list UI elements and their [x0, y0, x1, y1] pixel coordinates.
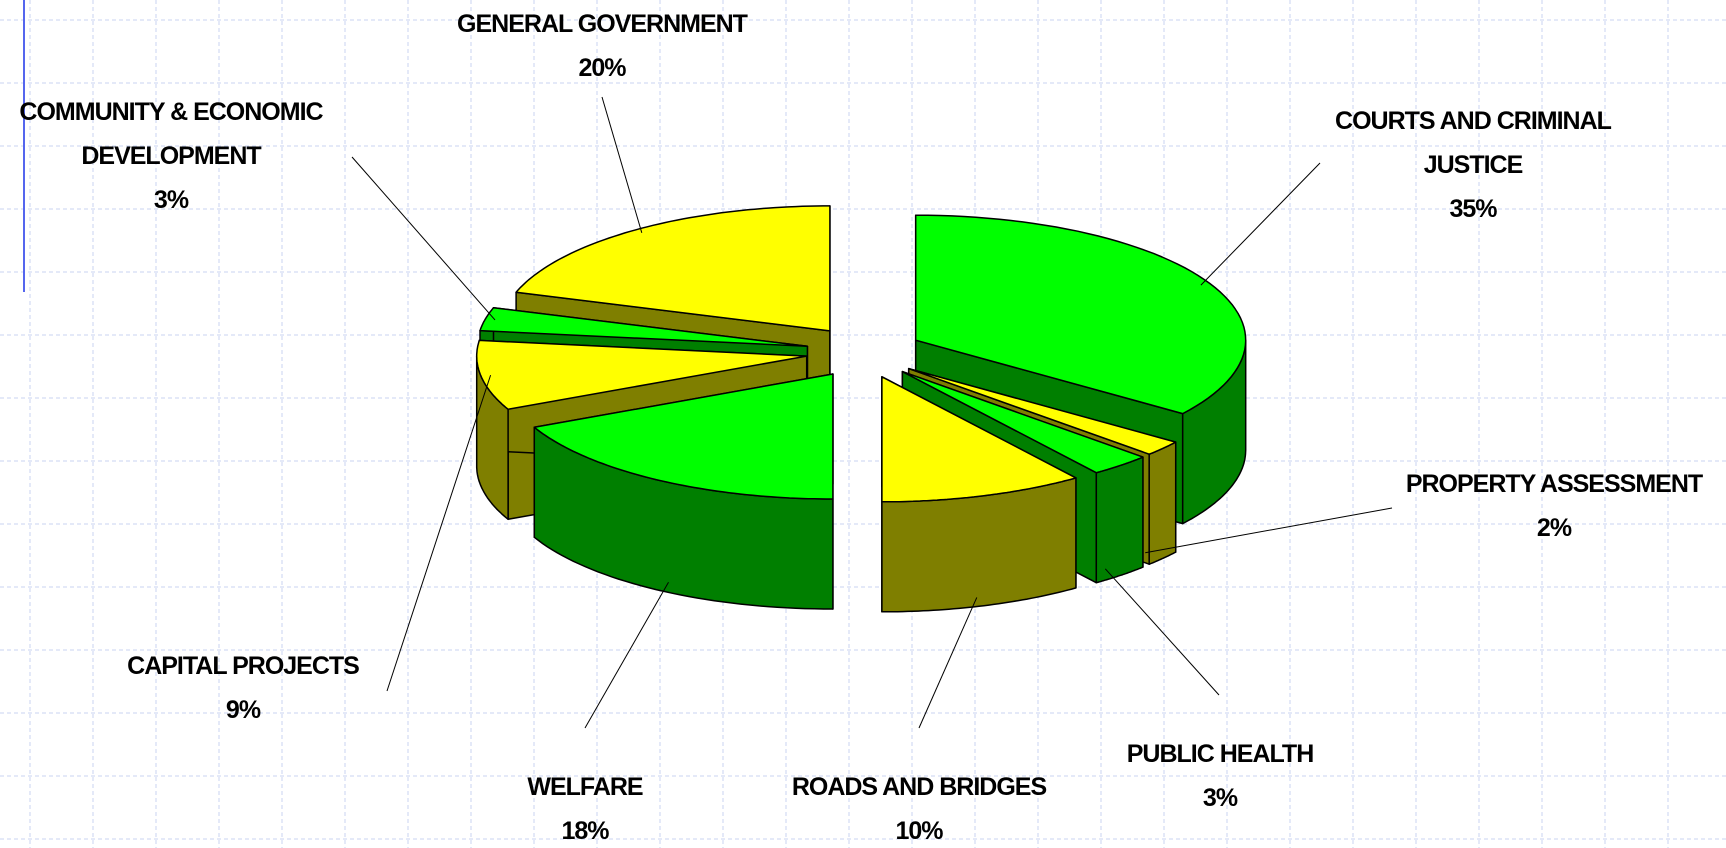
slice: [515, 205, 831, 332]
slice: [533, 373, 834, 610]
category-label: CAPITAL PROJECTS: [127, 652, 360, 680]
value-label: 20%: [578, 54, 626, 82]
slice: [533, 373, 834, 500]
leader-lines: [351, 96, 1393, 729]
slice-label: ROADS AND BRIDGES 10%: [709, 765, 1129, 848]
slice: [901, 370, 1144, 474]
leader-line: [601, 96, 643, 233]
leader-line: [584, 581, 669, 729]
value-label: 9%: [225, 696, 261, 724]
category-label: WELFARE: [527, 773, 643, 801]
category-label: COMMUNITY & ECONOMIC DEVELOPMENT: [19, 98, 323, 170]
slice: [881, 376, 1077, 613]
slice: [881, 376, 1077, 503]
value-label: 3%: [1202, 784, 1238, 812]
slice: [907, 367, 1177, 455]
category-label: PROPERTY ASSESSMENT: [1405, 470, 1703, 498]
slice-label: COMMUNITY & ECONOMIC DEVELOPMENT 3%: [6, 90, 336, 222]
slice-wall: [1148, 441, 1177, 565]
value-label: 35%: [1449, 195, 1497, 223]
slice-label: GENERAL GOVERNMENT 20%: [392, 2, 812, 90]
value-label: 10%: [895, 817, 943, 845]
leader-line: [1104, 568, 1220, 696]
slice-label: COURTS AND CRIMINAL JUSTICE 35%: [1308, 99, 1638, 231]
pie: [475, 205, 1247, 613]
slice: [479, 306, 809, 348]
leader-line: [918, 597, 978, 729]
category-label: COURTS AND CRIMINAL JUSTICE: [1335, 107, 1612, 179]
leader-line: [1200, 162, 1321, 286]
slice: [475, 339, 808, 411]
value-label: 2%: [1536, 514, 1572, 542]
value-label: 3%: [153, 186, 189, 214]
slice: [914, 214, 1247, 415]
leader-line: [1145, 507, 1393, 554]
value-label: 18%: [561, 817, 609, 845]
slice-wall: [1095, 456, 1144, 584]
leader-line: [386, 374, 492, 692]
category-label: ROADS AND BRIDGES: [791, 773, 1047, 801]
slice-label: PROPERTY ASSESSMENT 2%: [1344, 462, 1726, 550]
slice-label: CAPITAL PROJECTS 9%: [33, 644, 453, 732]
category-label: PUBLIC HEALTH: [1126, 740, 1315, 768]
category-label: GENERAL GOVERNMENT: [457, 10, 748, 38]
leader-line: [351, 156, 496, 321]
slice-label: WELFARE 18%: [375, 765, 795, 848]
slice-label: PUBLIC HEALTH 3%: [1010, 732, 1430, 820]
